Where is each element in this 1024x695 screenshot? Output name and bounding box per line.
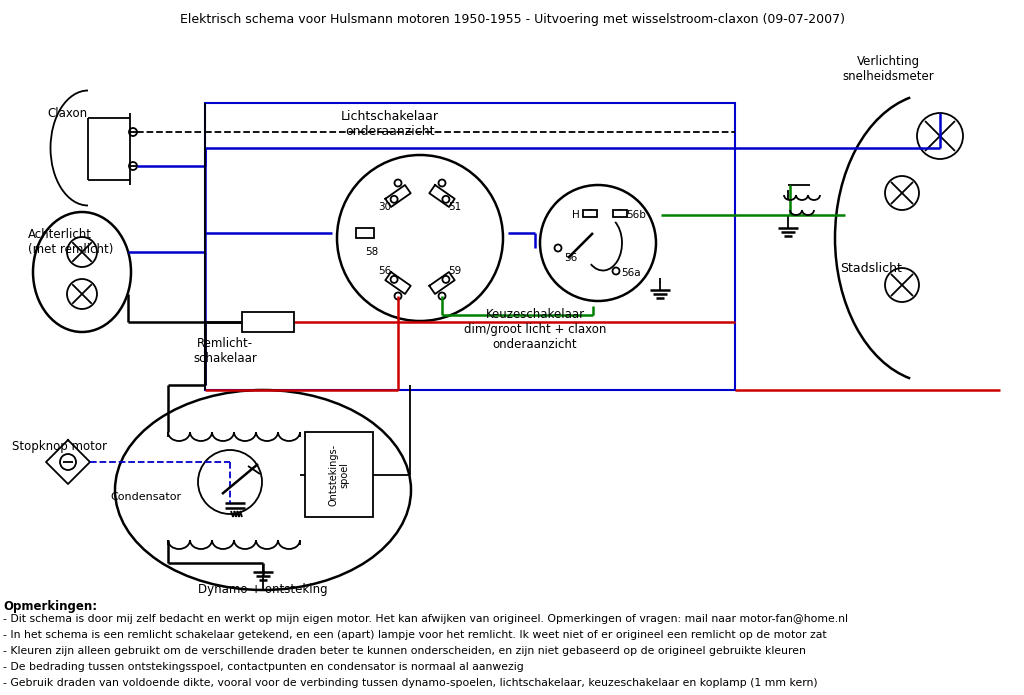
Text: Stopknop motor: Stopknop motor	[12, 440, 106, 453]
Text: Verlichting
snelheidsmeter: Verlichting snelheidsmeter	[842, 55, 934, 83]
Bar	[583, 209, 597, 217]
Text: - In het schema is een remlicht schakelaar getekend, en een (apart) lampje voor : - In het schema is een remlicht schakela…	[3, 630, 826, 640]
Text: H: H	[572, 210, 580, 220]
Text: - Kleuren zijn alleen gebruikt om de verschillende draden beter te kunnen onders: - Kleuren zijn alleen gebruikt om de ver…	[3, 646, 806, 656]
Text: 56a: 56a	[622, 268, 641, 278]
Text: - Dit schema is door mij zelf bedacht en werkt op mijn eigen motor. Het kan afwi: - Dit schema is door mij zelf bedacht en…	[3, 614, 848, 624]
Text: Keuzeschakelaar
dim/groot licht + claxon
onderaanzicht: Keuzeschakelaar dim/groot licht + claxon…	[464, 308, 606, 351]
Bar	[242, 312, 294, 332]
Text: Condensator: Condensator	[110, 492, 181, 502]
Text: Opmerkingen:: Opmerkingen:	[3, 600, 97, 613]
Text: - Gebruik draden van voldoende dikte, vooral voor de verbinding tussen dynamo-sp: - Gebruik draden van voldoende dikte, vo…	[3, 678, 817, 688]
Text: 59: 59	[449, 266, 462, 276]
Bar	[205, 103, 735, 390]
Text: 51: 51	[449, 202, 462, 212]
Text: Elektrisch schema voor Hulsmann motoren 1950-1955 - Uitvoering met wisselstroom-: Elektrisch schema voor Hulsmann motoren …	[179, 13, 845, 26]
Bar	[356, 228, 374, 238]
Text: Claxon: Claxon	[47, 107, 87, 120]
Bar	[305, 432, 373, 517]
Text: 56b: 56b	[626, 210, 646, 220]
Text: 56: 56	[379, 266, 391, 276]
Text: Achterlicht
(met remlicht): Achterlicht (met remlicht)	[28, 228, 114, 256]
Text: 56: 56	[564, 253, 578, 263]
Text: Ontstekings-
spoel: Ontstekings- spoel	[329, 443, 350, 505]
Bar	[613, 209, 627, 217]
Text: - De bedrading tussen ontstekingsspoel, contactpunten en condensator is normaal : - De bedrading tussen ontstekingsspoel, …	[3, 662, 523, 672]
Text: Dynamo + ontsteking: Dynamo + ontsteking	[199, 583, 328, 596]
Text: Remlicht-
schakelaar: Remlicht- schakelaar	[194, 337, 257, 365]
Text: Lichtschakelaar
onderaanzicht: Lichtschakelaar onderaanzicht	[341, 110, 439, 138]
Text: 58: 58	[366, 247, 379, 257]
Text: Stadslicht: Stadslicht	[840, 262, 902, 275]
Text: 30: 30	[379, 202, 391, 212]
